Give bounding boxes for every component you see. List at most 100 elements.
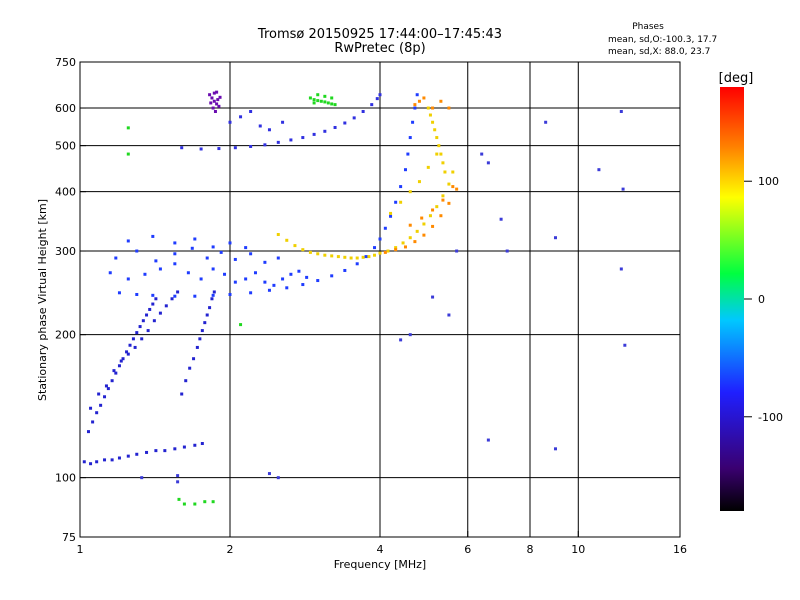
data-point	[218, 95, 222, 99]
data-point	[383, 226, 387, 230]
colorbar-label: [deg]	[719, 71, 754, 86]
data-point	[289, 272, 293, 276]
data-point	[117, 364, 121, 368]
data-point	[158, 267, 162, 271]
data-point	[330, 96, 334, 100]
data-point	[173, 294, 177, 298]
data-point	[219, 250, 223, 254]
colorbar-ticks: 100 0 -100	[744, 175, 783, 424]
data-point	[208, 306, 212, 310]
data-point	[422, 96, 426, 100]
data-point	[212, 290, 216, 294]
data-point	[135, 452, 139, 456]
data-point	[89, 406, 93, 410]
data-point	[188, 366, 192, 370]
data-point	[323, 100, 327, 104]
data-point	[431, 208, 435, 212]
phase-stats-x: mean, sd,X: 88.0, 23.7	[608, 47, 710, 57]
data-point	[417, 180, 421, 184]
data-point	[267, 472, 271, 476]
data-point	[140, 476, 144, 480]
data-point	[435, 205, 439, 209]
data-point	[447, 106, 451, 110]
data-point	[355, 262, 359, 266]
data-point	[217, 104, 221, 108]
data-point	[180, 392, 184, 396]
data-point	[431, 224, 435, 228]
data-point	[176, 290, 180, 294]
data-point	[505, 249, 509, 253]
data-point	[210, 297, 214, 301]
data-point	[323, 94, 327, 98]
x-tick-label: 2	[227, 543, 234, 556]
data-point	[383, 250, 387, 254]
data-point	[330, 254, 334, 258]
data-point	[373, 253, 377, 257]
data-point	[323, 129, 327, 133]
data-point	[148, 307, 152, 311]
data-point	[623, 343, 627, 347]
data-point	[145, 450, 149, 454]
data-point	[289, 138, 293, 142]
data-point	[228, 120, 232, 124]
colorbar-tick-label: 0	[758, 293, 765, 306]
data-point	[447, 182, 451, 186]
colorbar-tick-label: -100	[758, 411, 783, 424]
data-point	[182, 445, 186, 449]
data-point	[215, 90, 219, 94]
colorbar-gradient	[720, 87, 744, 511]
data-point	[378, 237, 382, 241]
data-point	[138, 325, 142, 329]
data-point	[86, 430, 90, 434]
data-point	[263, 143, 267, 147]
x-tick-label: 16	[673, 543, 687, 556]
data-point	[135, 331, 139, 335]
data-point	[177, 497, 181, 501]
data-point	[249, 144, 253, 148]
data-point	[415, 93, 419, 97]
data-point	[140, 337, 144, 341]
data-point	[330, 274, 334, 278]
data-point	[110, 458, 114, 462]
data-point	[263, 260, 267, 264]
data-point	[203, 321, 207, 325]
data-point	[135, 292, 139, 296]
data-point	[193, 294, 197, 298]
data-point	[408, 136, 412, 140]
data-point	[305, 275, 309, 279]
data-point	[312, 132, 316, 136]
data-point	[386, 249, 390, 253]
data-point	[619, 267, 623, 271]
data-point	[193, 502, 197, 506]
grid-lines	[80, 62, 680, 537]
data-point	[164, 304, 168, 308]
data-point	[297, 269, 301, 273]
phase-stats-o: mean, sd,O:-100.3, 17.7	[608, 35, 717, 45]
data-point	[333, 103, 337, 107]
data-point	[439, 214, 443, 218]
data-point	[97, 392, 101, 396]
data-point	[439, 99, 443, 103]
data-point	[210, 96, 214, 100]
data-point	[480, 152, 484, 156]
data-point	[233, 146, 237, 150]
data-point	[437, 144, 441, 148]
data-point	[176, 474, 180, 478]
data-point	[110, 379, 114, 383]
data-point	[258, 124, 262, 128]
data-point	[141, 319, 145, 323]
data-point	[211, 245, 215, 249]
data-point	[373, 246, 377, 250]
data-point	[212, 91, 216, 95]
x-tick-label: 4	[377, 543, 384, 556]
y-tick-label: 600	[55, 102, 76, 115]
data-point	[199, 147, 203, 151]
x-ticks: 1 2 4 6 8 10 16	[77, 531, 687, 556]
data-point	[355, 256, 359, 260]
data-point	[126, 239, 130, 243]
data-point	[285, 286, 289, 290]
data-point	[239, 323, 243, 327]
data-point	[431, 120, 435, 124]
data-point	[146, 329, 150, 333]
data-point	[316, 279, 320, 283]
